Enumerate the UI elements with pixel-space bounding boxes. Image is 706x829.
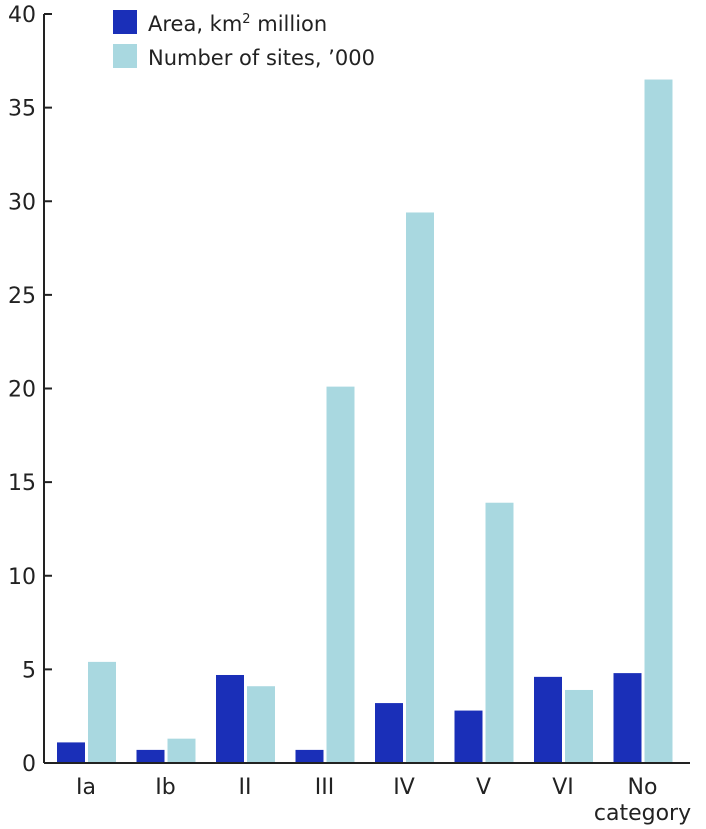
x-category-label: II [239,775,252,800]
legend-swatch-area [113,10,137,34]
x-axis-labels: Ia Ib II III IV V VI No category [76,775,691,826]
bar-area [57,742,85,763]
y-tick-label: 35 [8,97,36,122]
y-tick-label: 25 [8,284,36,309]
bars [57,79,673,764]
bar-sites [247,686,275,763]
bar-area [375,703,403,763]
y-tick-label: 20 [8,378,36,403]
x-category-label: V [476,775,491,800]
legend-label-area: Area, km2 million [148,12,327,36]
y-axis-ticks: 0 5 10 15 20 25 30 35 40 [8,3,52,777]
y-tick-label: 5 [22,658,36,683]
legend-swatch-sites [113,44,137,68]
bar-area [534,676,562,763]
x-category-label: IV [393,775,415,800]
bar-sites [88,661,116,763]
bar-sites [167,738,196,763]
bar-sites [406,212,434,764]
x-category-label: VI [552,775,574,800]
y-tick-label: 15 [8,471,36,496]
bar-area [295,749,324,763]
bar-area [136,749,165,763]
x-category-label: No category [594,775,691,826]
x-category-label: III [315,775,334,800]
bar-sites [644,79,673,764]
bar-area [613,673,642,763]
y-tick-label: 40 [8,3,36,28]
x-category-label: Ia [76,775,96,800]
bar-sites [565,689,593,763]
legend: Area, km2 million Number of sites, ’000 [113,10,375,70]
bar-sites [485,502,514,763]
y-tick-label: 30 [8,190,36,215]
y-tick-label: 10 [8,565,36,590]
bar-area [454,710,483,763]
y-tick-label: 0 [22,752,36,777]
x-category-label: Ib [155,775,175,800]
bar-area [216,674,244,763]
bar-sites [326,386,355,763]
legend-label-sites: Number of sites, ’000 [148,46,375,70]
